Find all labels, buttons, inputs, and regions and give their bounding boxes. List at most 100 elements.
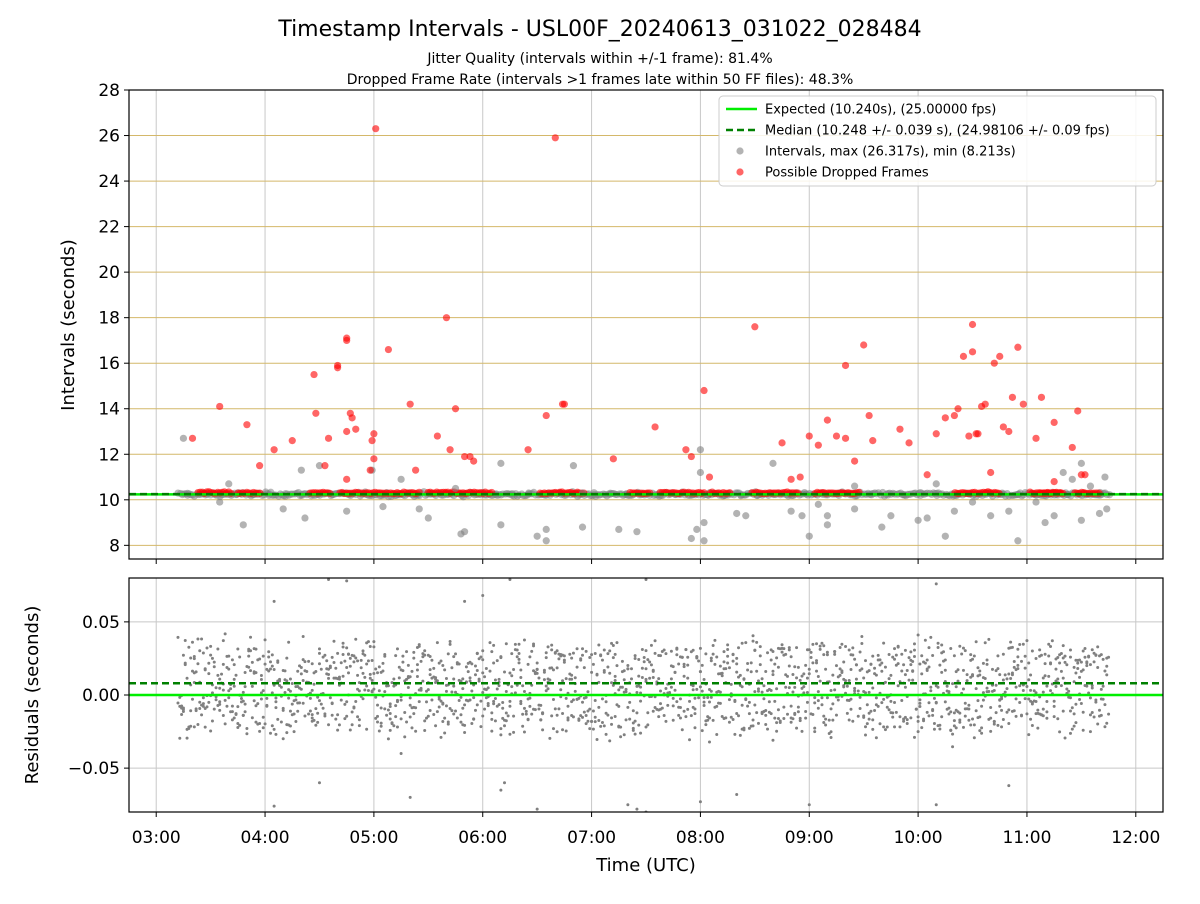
dropped-point [406, 400, 414, 408]
residual-point [187, 645, 191, 649]
residual-point [900, 669, 904, 673]
residual-point [363, 688, 367, 692]
dropped-point [412, 466, 420, 474]
residual-point [1079, 660, 1083, 664]
residual-point [805, 700, 809, 704]
residual-point [590, 653, 594, 657]
residual-point [606, 713, 610, 717]
residual-point [180, 712, 184, 716]
residual-point [746, 662, 750, 666]
residual-point [983, 641, 987, 645]
residual-point [561, 679, 565, 683]
residual-point [758, 663, 762, 667]
interval-point [700, 537, 708, 545]
residual-points [176, 578, 1111, 812]
residual-point [744, 641, 748, 645]
dropped-point [705, 473, 714, 481]
residual-point [967, 718, 971, 722]
dropped-point [1081, 471, 1089, 479]
residual-point [600, 720, 604, 724]
residual-point [345, 579, 349, 583]
residual-point [532, 644, 536, 648]
residual-point [395, 700, 399, 704]
interval-point [950, 507, 958, 515]
residual-point [481, 714, 485, 718]
residual-point [766, 727, 770, 731]
residual-point [425, 716, 429, 720]
residual-point [756, 689, 760, 693]
residual-point [388, 717, 392, 721]
residual-point [936, 685, 940, 689]
residual-point [974, 640, 978, 644]
residual-point [492, 661, 496, 665]
interval-point [693, 525, 701, 534]
residual-point [805, 691, 809, 695]
interval-point [987, 512, 995, 520]
residual-point [1021, 689, 1025, 693]
residual-point [760, 690, 764, 694]
residual-point [1020, 659, 1024, 663]
residual-point [461, 677, 465, 681]
residual-point [274, 706, 278, 710]
residual-point [796, 665, 800, 669]
dropped-point [996, 352, 1004, 360]
residual-point [820, 703, 824, 707]
residual-point [513, 691, 517, 695]
chart-subtitle-jitter: Jitter Quality (intervals within +/-1 fr… [426, 51, 772, 67]
residual-point [863, 691, 867, 695]
residual-point [521, 724, 525, 728]
dropped-point [188, 434, 197, 442]
residual-point [176, 635, 180, 639]
residual-point [497, 684, 501, 688]
residual-point [811, 661, 815, 665]
residual-point [481, 671, 485, 675]
residual-point [702, 696, 706, 700]
residual-point [1068, 731, 1072, 735]
residual-point [499, 733, 503, 737]
residual-point [254, 720, 258, 724]
residual-point [555, 713, 559, 717]
residual-point [900, 699, 904, 703]
interval-point [814, 500, 822, 508]
residual-point [472, 696, 476, 700]
residual-point [816, 706, 820, 710]
x-tick-label: 08:00 [676, 828, 725, 848]
interval-point [878, 523, 886, 531]
residual-point [753, 648, 757, 652]
residual-point [268, 667, 272, 671]
residual-point [290, 702, 294, 706]
residual-point [798, 719, 802, 723]
residual-point [1058, 661, 1062, 665]
residual-point [876, 653, 880, 657]
residual-point [281, 737, 285, 741]
residual-point [791, 690, 795, 694]
residual-point [965, 679, 969, 683]
residual-point [624, 690, 628, 694]
residual-point [403, 735, 407, 739]
residual-point [845, 684, 849, 688]
residual-point [863, 733, 867, 737]
residual-point [860, 642, 864, 646]
residual-point [737, 714, 741, 718]
residual-point [755, 640, 759, 644]
dropped-point [470, 457, 478, 465]
residual-point [261, 689, 265, 693]
interval-point [687, 534, 695, 543]
residual-point [230, 710, 234, 714]
residual-point [626, 667, 630, 671]
residual-point [847, 679, 851, 683]
residual-point [613, 674, 617, 678]
residual-point [994, 669, 998, 673]
residual-point [831, 718, 835, 722]
residual-point [492, 702, 496, 706]
residual-point [880, 701, 884, 705]
residual-point [181, 653, 185, 657]
residual-point [490, 711, 494, 715]
residual-point [488, 641, 492, 645]
residual-point [522, 730, 526, 734]
residual-point [927, 701, 931, 705]
residual-point [931, 653, 935, 657]
residual-point [664, 719, 668, 723]
residual-point [241, 713, 245, 717]
residual-point [729, 682, 733, 686]
